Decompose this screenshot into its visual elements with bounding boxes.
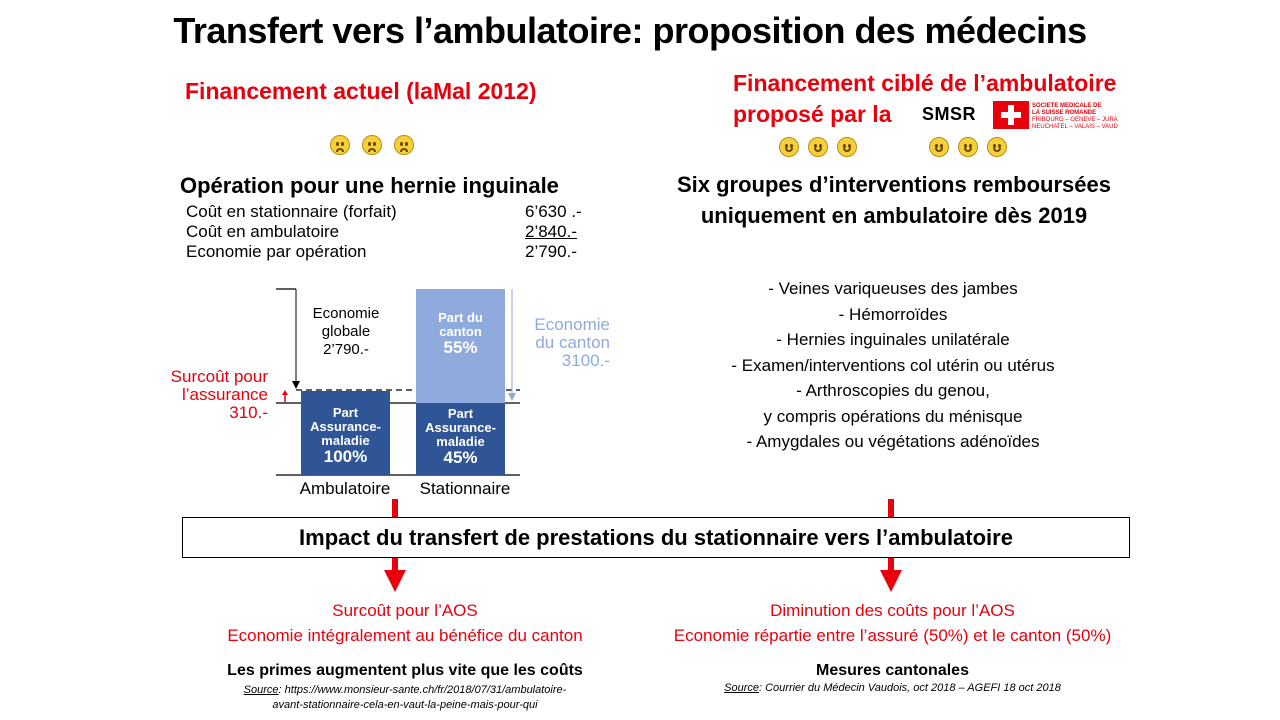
label-line: l’assurance (182, 385, 268, 404)
label-line: du canton (535, 333, 610, 352)
bar-label: Part (447, 406, 474, 421)
smiley-icon (837, 137, 857, 157)
intervention-list: - Veines variqueuses des jambes - Hémorr… (640, 276, 1146, 455)
smiley-icon (987, 137, 1007, 157)
sad-face-icon (362, 135, 382, 155)
right-heading-line2: proposé par la (733, 101, 892, 127)
consequence-line: Diminution des coûts pour l’AOS (770, 601, 1015, 620)
connector-right-top (888, 499, 894, 517)
bar-stationnaire-assurance: Part Assurance- maladie 45% (416, 403, 505, 475)
source-prefix: Source (243, 684, 279, 696)
right-consequence: Diminution des coûts pour l’AOS Economie… (620, 598, 1165, 648)
source-text: : Courrier du Médecin Vaudois, oct 2018 … (759, 682, 1061, 694)
logo-line: FRIBOURG – GENEVE – JURA (1032, 117, 1118, 123)
bar-percent: 100% (323, 447, 368, 466)
bar-percent: 55% (443, 338, 478, 357)
smiley-icon (929, 137, 949, 157)
cost-label: Coût en ambulatoire (186, 222, 340, 241)
bar-label: Part du (438, 310, 483, 325)
logo-line: SOCIETE MEDICALE DE (1032, 103, 1102, 109)
left-consequence: Surcoût pour l’AOS Economie intégralemen… (140, 598, 670, 648)
list-item: - Amygdales ou végétations adénoïdes (746, 432, 1040, 451)
right-source: Source: Courrier du Médecin Vaudois, oct… (620, 681, 1165, 696)
smiley-icon (808, 137, 828, 157)
cost-label: Coût en stationnaire (forfait) (186, 202, 397, 221)
cost-value: 2’790.- (525, 242, 577, 261)
list-item: - Arthroscopies du genou, (796, 381, 990, 400)
x-label-ambulatoire: Ambulatoire (299, 479, 391, 498)
label-line: 310.- (229, 403, 268, 422)
smsr-logo-icon (993, 101, 1029, 129)
cost-value: 2’840.- (525, 222, 577, 241)
left-conclusion: Les primes augmentent plus vite que les … (227, 662, 583, 679)
logo-line: NEUCHATEL – VALAIS – VAUD (1032, 124, 1118, 130)
bar-label: maladie (436, 434, 485, 449)
bar-ambulatoire: Part Assurance- maladie 100% (301, 391, 390, 475)
list-item: - Hémorroïdes (838, 304, 948, 324)
down-arrow-right-icon (880, 558, 902, 592)
list-item: y compris opérations du ménisque (763, 406, 1023, 426)
page-title: Transfert vers l’ambulatoire: propositio… (173, 10, 1087, 51)
label-line: 2’790.- (323, 341, 369, 358)
sad-face-icon (394, 135, 414, 155)
label-line: 3100.- (561, 351, 610, 370)
economie-globale-label: Economie globale 2’790.- (306, 305, 386, 359)
left-source: Source: https://www.monsieur-sante.ch/fr… (140, 683, 670, 713)
bar-percent: 45% (443, 448, 478, 467)
smsr-logo-text: SMSR (922, 104, 977, 124)
surcout-label: Surcoût pour l’assurance 310.- (150, 368, 268, 422)
label-line: Surcoût pour (170, 367, 268, 386)
groups-title-line1: Six groupes d’interventions remboursées (676, 172, 1111, 197)
bar-label: canton (439, 324, 482, 339)
x-label-stationnaire: Stationnaire (419, 479, 511, 498)
right-conclusion: Mesures cantonales (816, 662, 969, 679)
cost-value: 6’630 .- (525, 202, 582, 221)
label-line: globale (321, 323, 371, 340)
consequence-line: Economie intégralement au bénéfice du ca… (227, 626, 583, 645)
list-item: - Veines variqueuses des jambes (768, 279, 1018, 298)
consequence-line: Economie répartie entre l’assuré (50%) e… (673, 626, 1112, 645)
smiley-icon (779, 137, 799, 157)
list-item: - Hernies inguinales unilatérale (776, 330, 1010, 349)
label-line: Economie (312, 305, 380, 322)
bar-label: Part (332, 405, 359, 420)
cost-label: Economie par opération (186, 242, 367, 261)
smiley-icon (958, 137, 978, 157)
bar-label: Assurance- (425, 420, 496, 435)
arrow-head (292, 381, 300, 389)
source-prefix: Source (724, 682, 759, 694)
arrow-head (282, 390, 288, 395)
operation-title: Opération pour une hernie inguinale (180, 173, 559, 198)
smsr-logo-caption: SOCIETE MEDICALE DE LA SUISSE ROMANDE FR… (1032, 103, 1118, 131)
label-line: Economie (534, 315, 610, 334)
connector-left-top (392, 499, 398, 517)
right-heading-line1: Financement ciblé de l’ambulatoire (733, 70, 1117, 96)
economie-canton-label: Economie du canton 3100.- (516, 316, 610, 370)
logo-line: LA SUISSE ROMANDE (1032, 110, 1097, 116)
left-heading: Financement actuel (laMal 2012) (185, 78, 537, 104)
bar-label: maladie (321, 433, 370, 448)
consequence-line: Surcoût pour l’AOS (332, 601, 478, 620)
arrow-head (508, 393, 516, 401)
impact-box: Impact du transfert de prestations du st… (182, 517, 1130, 558)
list-item: - Examen/interventions col utérin ou uté… (731, 355, 1055, 375)
down-arrow-left-icon (384, 558, 406, 592)
sad-face-icon (330, 135, 350, 155)
source-text: avant-stationnaire-cela-en-vaut-la-peine… (272, 699, 538, 711)
groups-title-line2: uniquement en ambulatoire dès 2019 (700, 203, 1088, 228)
bar-label: Assurance- (310, 419, 381, 434)
bar-stationnaire-canton: Part du canton 55% (416, 289, 505, 403)
source-text: : https://www.monsieur-sante.ch/fr/2018/… (278, 684, 567, 696)
